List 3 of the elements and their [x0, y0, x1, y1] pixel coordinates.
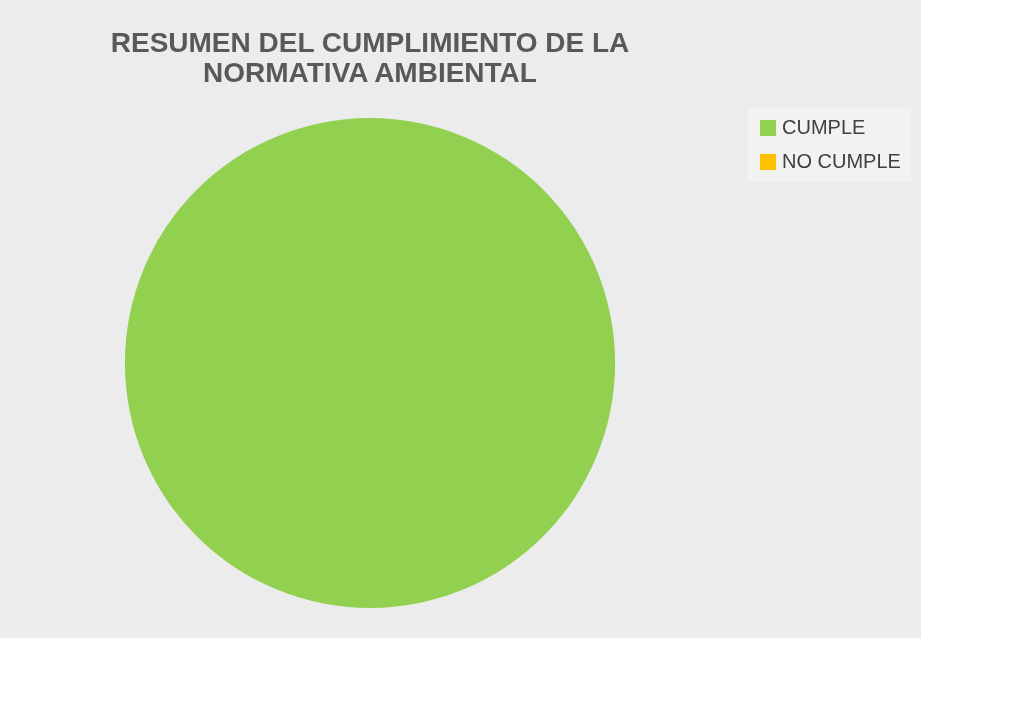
- legend-label: NO CUMPLE: [782, 150, 901, 172]
- chart-title: RESUMEN DEL CUMPLIMIENTO DE LA NORMATIVA AMBIENTAL: [110, 27, 630, 88]
- legend-label: CUMPLE: [782, 116, 866, 138]
